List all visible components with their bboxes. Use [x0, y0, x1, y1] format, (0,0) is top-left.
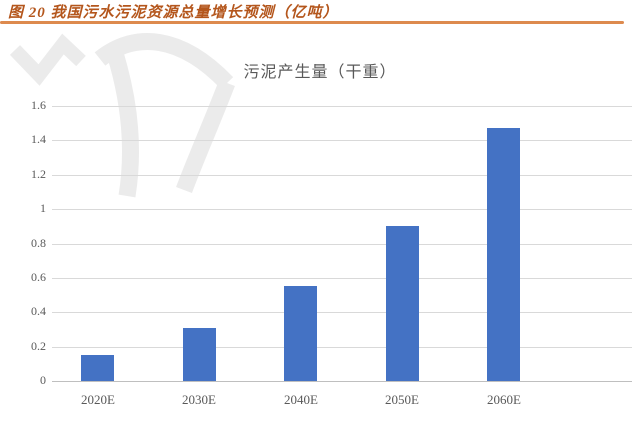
gridline [52, 278, 632, 279]
gridline [52, 312, 632, 313]
y-tick-label: 0.4 [31, 304, 46, 318]
y-tick-label: 0.2 [31, 339, 46, 353]
gridline [52, 347, 632, 348]
y-tick-label: 1.2 [31, 167, 46, 181]
bar-2020E [81, 355, 114, 381]
figure-caption: 图 20 我国污水污泥资源总量增长预测（亿吨） [8, 5, 339, 21]
x-tick-label: 2020E [81, 392, 115, 407]
bar-2060E [487, 128, 520, 381]
y-tick-label: 1.4 [31, 132, 46, 146]
x-tick-label: 2060E [487, 392, 521, 407]
y-tick-label: 0.6 [31, 270, 46, 284]
x-axis-baseline [52, 381, 632, 382]
x-tick-label: 2050E [385, 392, 419, 407]
gridline [52, 244, 632, 245]
x-tick-label: 2030E [182, 392, 216, 407]
gridline [52, 209, 632, 210]
y-tick-label: 1.6 [31, 98, 46, 112]
x-tick-label: 2040E [284, 392, 318, 407]
bar-2030E [183, 328, 216, 381]
gridline [52, 106, 632, 107]
gridline [52, 175, 632, 176]
y-tick-label: 0 [40, 373, 46, 387]
bar-2040E [284, 286, 317, 381]
caption-underline [0, 21, 624, 24]
chart-title: 污泥产生量（干重） [243, 64, 397, 81]
gridline [52, 140, 632, 141]
y-tick-label: 1 [40, 201, 46, 215]
y-tick-label: 0.8 [31, 236, 46, 250]
bar-2050E [386, 226, 419, 381]
